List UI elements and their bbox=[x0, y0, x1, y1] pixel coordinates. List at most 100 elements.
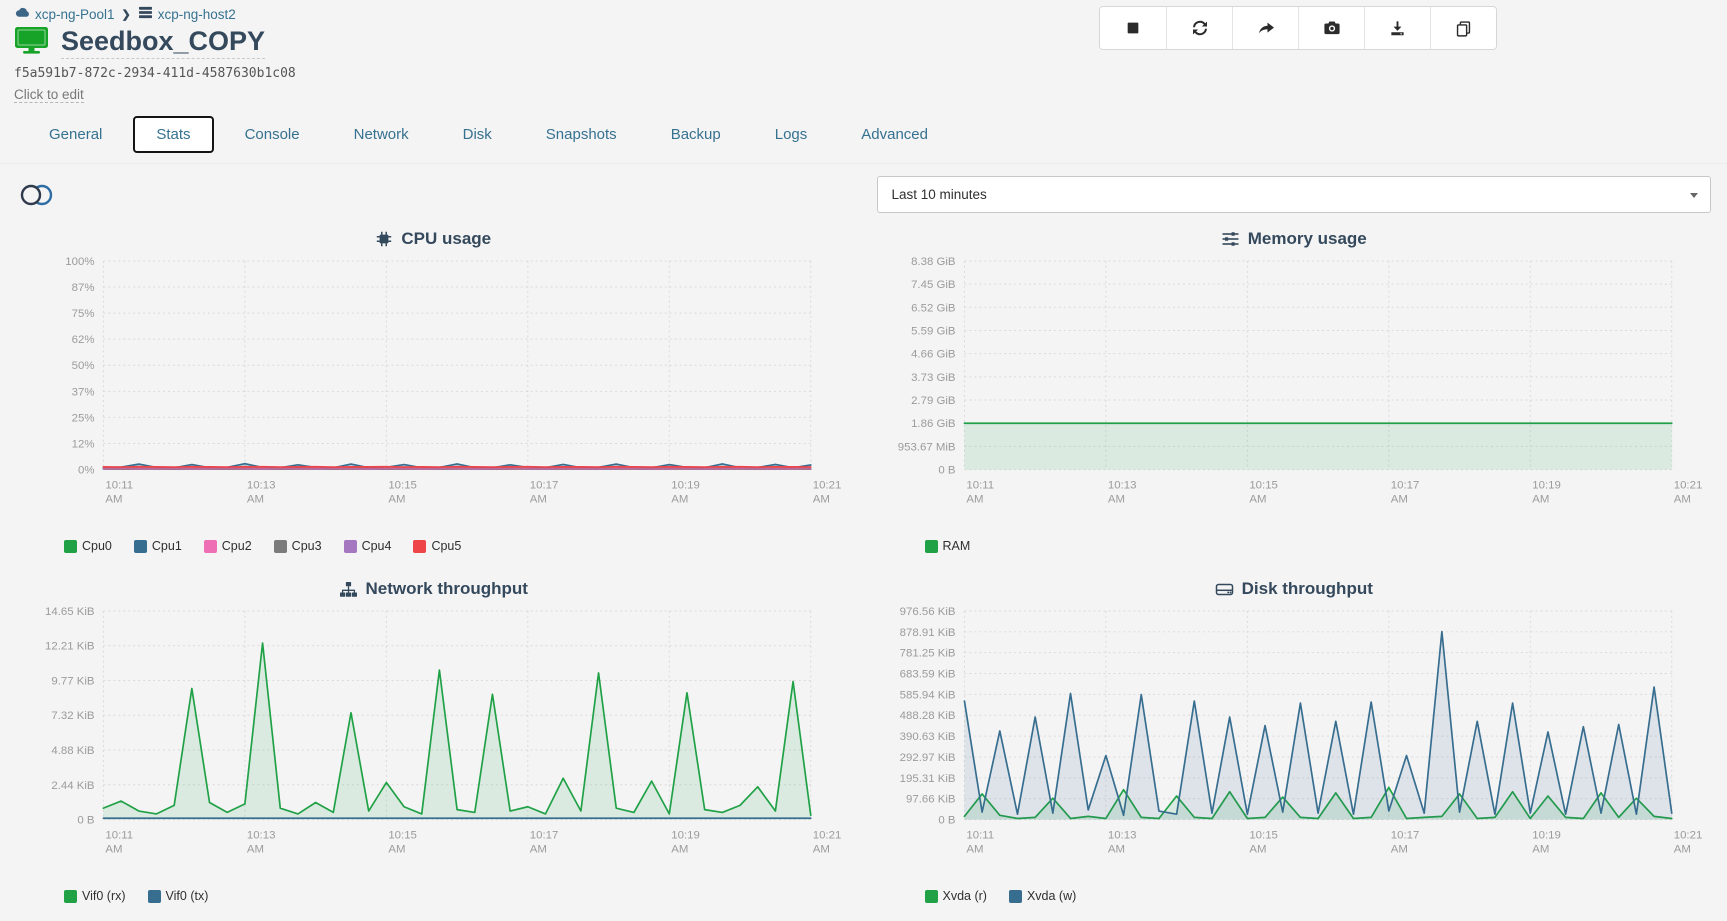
disk-hdd-icon bbox=[1215, 581, 1234, 598]
svg-text:10:15: 10:15 bbox=[1249, 479, 1278, 491]
legend-label: Cpu0 bbox=[82, 539, 112, 554]
legend-item-cpu3[interactable]: Cpu3 bbox=[273, 539, 322, 554]
tab-general[interactable]: General bbox=[49, 126, 103, 143]
legend-item-vif0-rx[interactable]: Vif0 (rx) bbox=[64, 889, 126, 903]
copy-icon bbox=[1455, 20, 1472, 37]
forward-arrow-icon bbox=[1257, 20, 1275, 36]
svg-text:10:17: 10:17 bbox=[530, 830, 559, 842]
legend-item-cpu2[interactable]: Cpu2 bbox=[203, 539, 252, 553]
tab-backup[interactable]: Backup bbox=[670, 126, 721, 143]
svg-text:AM: AM bbox=[671, 493, 688, 505]
svg-text:10:11: 10:11 bbox=[966, 830, 994, 842]
legend-swatch bbox=[147, 889, 161, 903]
chart-svg: 14.65 KiB 12.21 KiB 9.77 KiB 7.32 KiB 4.88 K… bbox=[45, 606, 841, 855]
svg-text:12%: 12% bbox=[72, 438, 95, 450]
breadcrumb-pool-link[interactable]: xcp-ng-Pool1 bbox=[14, 6, 115, 22]
cpu-usage-chart: CPU usage 100% 87% 75% 62% 50% 37% 25% 12% 0% 10:… bbox=[16, 217, 851, 563]
chart-svg: 976.56 KiB 878.91 KiB 781.25 KiB 683.59 KiB… bbox=[899, 606, 1702, 855]
tab-advanced[interactable]: Advanced bbox=[861, 126, 928, 143]
svg-text:10:17: 10:17 bbox=[1390, 830, 1419, 842]
svg-text:AM: AM bbox=[813, 493, 830, 505]
legend-label: Cpu5 bbox=[431, 539, 462, 554]
legend-label: Xvda (w) bbox=[1026, 889, 1077, 904]
tab-logs[interactable]: Logs bbox=[774, 126, 808, 143]
svg-text:25%: 25% bbox=[72, 412, 95, 424]
tab-console[interactable]: Console bbox=[244, 126, 300, 143]
legend-swatch bbox=[133, 539, 147, 553]
legend-item-xvda-r[interactable]: Xvda (r) bbox=[924, 889, 987, 904]
svg-text:AM: AM bbox=[1390, 493, 1407, 505]
network-throughput-legend: Vif0 (rx) Vif0 (tx) bbox=[64, 889, 851, 903]
legend-item-cpu5[interactable]: Cpu5 bbox=[413, 539, 461, 553]
svg-text:10:19: 10:19 bbox=[671, 479, 700, 491]
time-range-value: Last 10 minutes bbox=[891, 187, 987, 202]
legend-item-xvda-w[interactable]: Xvda (w) bbox=[1008, 889, 1077, 904]
memory-sliders-icon bbox=[1221, 230, 1240, 248]
legend-item-cpu0[interactable]: Cpu0 bbox=[64, 539, 112, 553]
legend-item-cpu4[interactable]: Cpu4 bbox=[343, 539, 391, 553]
legend-swatch bbox=[64, 889, 77, 903]
migrate-button[interactable] bbox=[1232, 7, 1298, 49]
svg-text:292.97 KiB: 292.97 KiB bbox=[899, 752, 955, 764]
svg-text:75%: 75% bbox=[72, 308, 95, 320]
svg-text:10:13: 10:13 bbox=[247, 830, 276, 842]
stop-button[interactable] bbox=[1100, 7, 1166, 49]
tab-disk[interactable]: Disk bbox=[462, 126, 492, 143]
memory-usage-legend: RAM bbox=[924, 539, 1712, 553]
legend-swatch bbox=[343, 539, 357, 553]
page-title[interactable]: Seedbox_COPY bbox=[61, 26, 266, 59]
svg-text:AM: AM bbox=[1249, 843, 1266, 855]
svg-text:AM: AM bbox=[813, 843, 830, 855]
svg-text:AM: AM bbox=[1107, 493, 1124, 505]
reboot-button[interactable] bbox=[1166, 7, 1232, 49]
svg-text:12.21 KiB: 12.21 KiB bbox=[45, 641, 94, 653]
click-to-edit-link[interactable]: Click to edit bbox=[14, 87, 84, 103]
breadcrumb-host-link[interactable]: xcp-ng-host2 bbox=[138, 6, 236, 22]
svg-text:488.28 KiB: 488.28 KiB bbox=[899, 710, 955, 722]
legend-label: Vif0 (tx) bbox=[165, 889, 209, 904]
legend-swatch bbox=[413, 539, 427, 553]
svg-text:7.45 GiB: 7.45 GiB bbox=[911, 279, 955, 291]
copy-button[interactable] bbox=[1430, 7, 1496, 49]
svg-text:0 B: 0 B bbox=[77, 815, 94, 827]
svg-text:AM: AM bbox=[247, 493, 264, 505]
legend-swatch bbox=[203, 539, 217, 553]
network-sitemap-icon bbox=[339, 581, 358, 598]
svg-text:AM: AM bbox=[247, 843, 264, 855]
svg-text:10:19: 10:19 bbox=[1532, 830, 1561, 842]
legend-label: Cpu3 bbox=[291, 539, 322, 554]
legend-item-cpu1[interactable]: Cpu1 bbox=[133, 539, 182, 554]
svg-text:9.77 KiB: 9.77 KiB bbox=[51, 676, 94, 688]
legend-swatch bbox=[64, 539, 77, 553]
legend-label: Xvda (r) bbox=[942, 889, 987, 904]
svg-text:0 B: 0 B bbox=[938, 465, 955, 477]
disk-throughput-legend: Xvda (r) Xvda (w) bbox=[924, 889, 1712, 904]
svg-text:953.67 MiB: 953.67 MiB bbox=[897, 441, 955, 453]
vm-uuid: f5a591b7-872c-2934-411d-4587630b1c08 bbox=[14, 66, 296, 81]
svg-text:AM: AM bbox=[1249, 493, 1266, 505]
tab-stats[interactable]: Stats bbox=[133, 116, 214, 153]
network-throughput-chart: Network throughput 14.65 KiB 12.21 KiB 9.7… bbox=[16, 567, 851, 913]
tab-network[interactable]: Network bbox=[353, 126, 409, 143]
toggle-circles-icon bbox=[18, 183, 851, 207]
tab-snapshots[interactable]: Snapshots bbox=[545, 126, 617, 143]
legend-swatch bbox=[924, 539, 938, 553]
chart-svg: 8.38 GiB 7.45 GiB 6.52 GiB 5.59 GiB 4.66 GiB… bbox=[897, 256, 1702, 505]
svg-text:10:15: 10:15 bbox=[388, 830, 417, 842]
export-button[interactable] bbox=[1364, 7, 1430, 49]
disk-throughput-plot: 976.56 KiB 878.91 KiB 781.25 KiB 683.59 KiB… bbox=[877, 603, 1712, 889]
cloud-icon bbox=[14, 6, 30, 22]
svg-text:10:17: 10:17 bbox=[530, 479, 559, 491]
snapshot-button[interactable] bbox=[1298, 7, 1364, 49]
legend-item-vif0-tx[interactable]: Vif0 (tx) bbox=[147, 889, 209, 904]
time-range-select[interactable]: Last 10 minutes bbox=[876, 176, 1711, 213]
camera-icon bbox=[1323, 20, 1341, 36]
stacked-view-toggle[interactable] bbox=[16, 183, 851, 207]
svg-text:4.88 KiB: 4.88 KiB bbox=[51, 745, 94, 757]
legend-item-ram[interactable]: RAM bbox=[924, 539, 970, 553]
legend-label: Cpu1 bbox=[151, 539, 182, 554]
svg-text:390.63 KiB: 390.63 KiB bbox=[899, 731, 955, 743]
cpu-chip-icon bbox=[375, 230, 393, 248]
svg-text:8.38 GiB: 8.38 GiB bbox=[911, 256, 955, 268]
